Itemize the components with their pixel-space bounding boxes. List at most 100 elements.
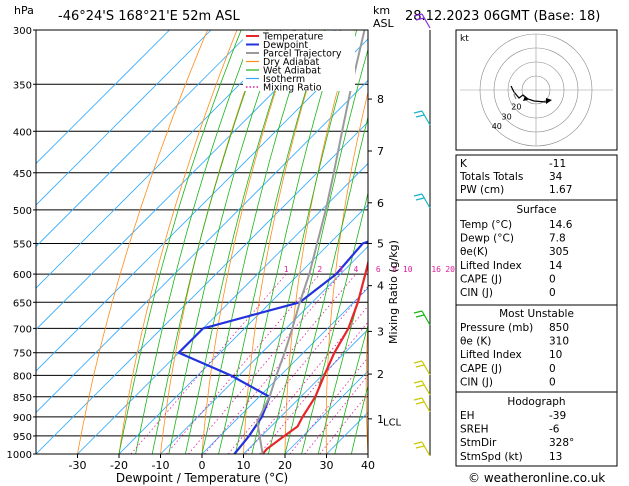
- stat-value: 850: [549, 322, 569, 334]
- wet-adiabat: [201, 30, 311, 454]
- dry-adiabat: [325, 90, 368, 454]
- mixing-ratio-line: [245, 305, 368, 454]
- indices-box: [455, 154, 618, 201]
- wet-adiabat: [351, 384, 368, 454]
- wind-barb: [421, 441, 431, 457]
- hodograph-ring-label: 20: [511, 103, 521, 112]
- wind-barb-feather: [415, 384, 425, 388]
- profile-curves: [177, 30, 368, 454]
- wind-barb: [421, 360, 431, 376]
- stat-value: -11: [549, 158, 566, 170]
- isotherm: [160, 245, 368, 454]
- km-tick-label: 5: [377, 237, 384, 250]
- wind-barb-feather: [413, 110, 423, 114]
- wind-barb: [421, 193, 431, 209]
- mixing-ratio-label: 8: [392, 265, 397, 274]
- mixing-ratio-label: 1: [284, 265, 289, 274]
- dry-adiabat: [405, 30, 443, 454]
- wind-barb-feather: [413, 310, 423, 314]
- stat-value: -6: [549, 424, 560, 436]
- km-tick-label: 6: [377, 197, 384, 210]
- section-title: Most Unstable: [499, 308, 574, 320]
- stat-value: 0: [549, 287, 556, 299]
- temperature-tick-label: -20: [110, 459, 128, 472]
- stat-value: 310: [549, 336, 569, 348]
- hodograph-ring-label: 40: [492, 122, 502, 131]
- stat-value: 0: [549, 273, 556, 285]
- parcel-trajectory-curve: [256, 30, 366, 454]
- isotherm: [36, 121, 368, 454]
- wind-barb-feather: [413, 397, 423, 401]
- wet-adiabat: [284, 115, 368, 454]
- wind-barb-feather: [413, 441, 423, 445]
- stat-label: θe (K): [460, 336, 491, 348]
- stat-value: 1.67: [549, 184, 572, 196]
- axes: 3003504004505005506006507007508008509009…: [7, 26, 402, 472]
- temperature-tick-label: -30: [69, 459, 87, 472]
- wind-barb: [421, 397, 431, 413]
- temperature-tick-label: 20: [278, 459, 292, 472]
- wind-barb: [421, 13, 431, 29]
- pressure-tick-label: 600: [13, 270, 32, 281]
- stat-value: 14: [549, 260, 563, 272]
- mixing-ratio-line: [289, 357, 368, 454]
- stat-value: 10: [549, 349, 562, 361]
- stat-value: 0: [549, 363, 556, 375]
- pressure-tick-label: 750: [13, 349, 32, 360]
- location-title: -46°24'S 168°21'E 52m ASL: [58, 9, 240, 24]
- wet-adiabat: [234, 30, 341, 454]
- wind-barb: [421, 310, 431, 326]
- wet-adiabat: [185, 30, 296, 454]
- stat-value: 0: [549, 376, 556, 388]
- mixing-ratio-label: 16: [431, 265, 441, 274]
- temperature-tick-label: -10: [152, 459, 170, 472]
- hodograph-table-box: [455, 391, 618, 467]
- stat-label: Lifted Index: [460, 349, 522, 361]
- temperature-tick-label: 40: [361, 459, 375, 472]
- stat-label: K: [460, 158, 468, 170]
- temperature-tick-label: 10: [237, 459, 251, 472]
- pressure-unit-label: hPa: [14, 4, 34, 17]
- isotherm: [77, 162, 368, 454]
- x-axis-title: Dewpoint / Temperature (°C): [116, 471, 288, 485]
- stat-value: 7.8: [549, 233, 566, 245]
- section-title: Surface: [516, 204, 556, 216]
- wind-barb: [421, 380, 431, 396]
- stat-label: CIN (J): [460, 376, 493, 388]
- legend-entry: Dewpoint: [263, 40, 308, 51]
- stat-value: 328°: [549, 437, 574, 449]
- surface-box: [455, 199, 618, 306]
- stat-value: -39: [549, 410, 566, 422]
- wet-adiabat: [301, 191, 368, 454]
- stat-label: CIN (J): [460, 287, 493, 299]
- stats-tables: K -11 Totals Totals 34 PW (cm) 1.67 Surface Tem…: [455, 154, 618, 467]
- stat-value: 305: [549, 246, 569, 258]
- legend-entry: Wet Adiabat: [263, 66, 321, 77]
- stat-label: CAPE (J): [460, 273, 502, 285]
- wet-adiabat: [334, 323, 368, 454]
- km-tick-label: 4: [377, 280, 384, 293]
- dewpoint-curve: [177, 240, 368, 454]
- stat-label: Dewp (°C): [460, 233, 514, 245]
- stat-label: Lifted Index: [460, 260, 522, 272]
- stat-label: Temp (°C): [459, 219, 512, 231]
- isotherm: [36, 30, 170, 165]
- pressure-tick-label: 400: [13, 127, 32, 138]
- mixing-ratio-label: 10: [403, 265, 413, 274]
- mixing-ratio-axis-title: Mixing Ratio (g/kg): [387, 240, 400, 344]
- lcl-label: LCL: [383, 418, 402, 429]
- asl-unit-label: ASL: [373, 17, 395, 30]
- wet-adiabat: [168, 30, 282, 454]
- km-tick-label: 8: [377, 93, 384, 106]
- isotherm: [36, 30, 336, 331]
- stat-label: EH: [460, 410, 475, 422]
- temperature-curve: [261, 259, 368, 454]
- pressure-tick-label: 350: [13, 80, 32, 91]
- stat-value: 34: [549, 171, 563, 183]
- legend-entry: Parcel Trajectory: [263, 49, 342, 60]
- wet-adiabat: [118, 30, 242, 454]
- pressure-tick-label: 700: [13, 324, 32, 335]
- wind-barb-feather: [415, 314, 425, 318]
